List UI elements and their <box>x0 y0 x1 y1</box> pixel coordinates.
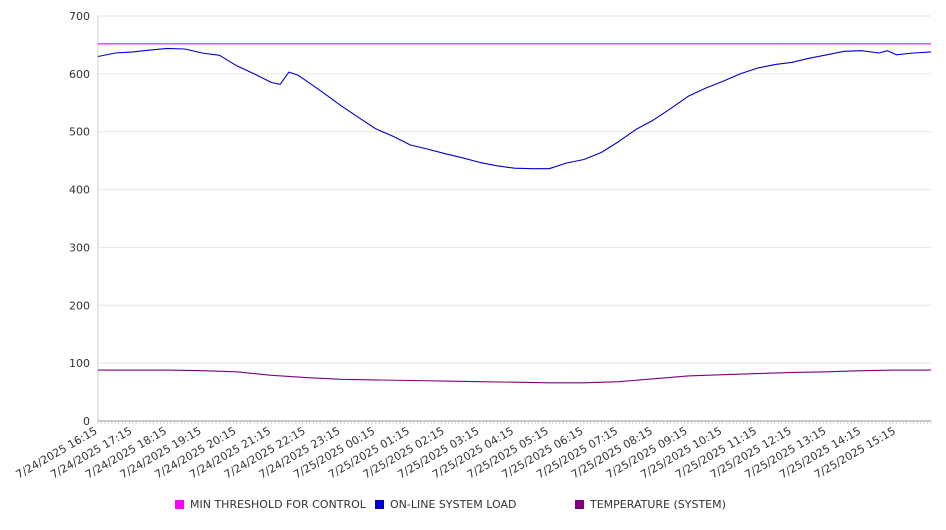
legend-swatch-min-threshold <box>175 500 184 509</box>
series-lines <box>97 43 932 384</box>
series-line-1 <box>97 47 932 170</box>
legend-swatch-temperature <box>575 500 584 509</box>
y-tick-label: 400 <box>69 184 90 197</box>
legend-label-min-threshold: MIN THRESHOLD FOR CONTROL <box>190 498 366 511</box>
y-tick-label: 100 <box>69 357 90 370</box>
legend-item-temperature[interactable]: TEMPERATURE (SYSTEM) <box>575 498 726 511</box>
x-axis-tick-labels: 7/24/2025 16:157/24/2025 17:157/24/2025 … <box>14 424 898 481</box>
y-tick-label: 0 <box>83 415 90 428</box>
chart-legend: MIN THRESHOLD FOR CONTROL ON-LINE SYSTEM… <box>0 498 946 514</box>
legend-label-temperature: TEMPERATURE (SYSTEM) <box>590 498 726 511</box>
y-tick-label: 500 <box>69 126 90 139</box>
grid-lines <box>98 15 931 364</box>
y-tick-label: 200 <box>69 299 90 312</box>
legend-label-system-load: ON-LINE SYSTEM LOAD <box>390 498 517 511</box>
series-line-2 <box>98 369 931 384</box>
y-tick-label: 600 <box>69 68 90 81</box>
y-tick-label: 700 <box>69 10 90 23</box>
y-tick-label: 300 <box>69 241 90 254</box>
legend-swatch-system-load <box>375 500 384 509</box>
axes <box>97 16 932 424</box>
legend-item-min-threshold[interactable]: MIN THRESHOLD FOR CONTROL <box>175 498 366 511</box>
legend-item-system-load[interactable]: ON-LINE SYSTEM LOAD <box>375 498 516 511</box>
y-axis-tick-labels: 0 100 200 300 400 500 600 700 <box>69 10 90 428</box>
